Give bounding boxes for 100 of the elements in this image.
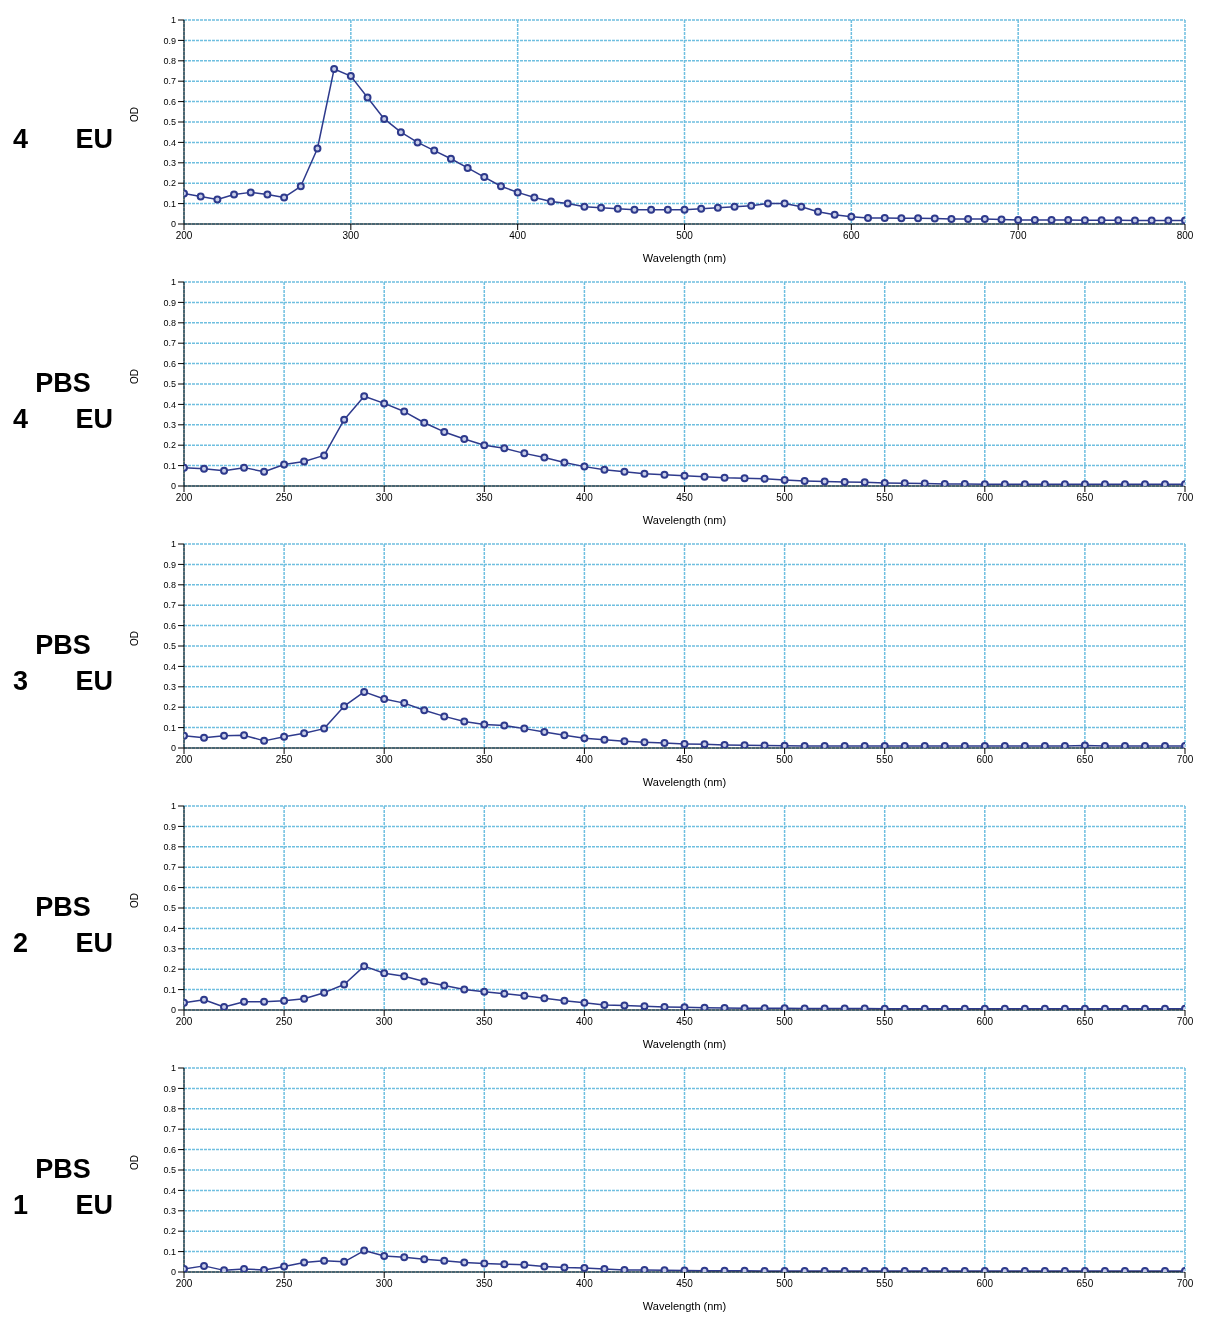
y-tick-label: 1 <box>170 1063 176 1074</box>
x-tick-label: 300 <box>375 1278 393 1290</box>
point <box>900 479 909 486</box>
point <box>840 477 849 486</box>
point <box>660 470 669 479</box>
x-tick-label: 300 <box>375 492 393 504</box>
y-tick-label: 0.1 <box>163 198 176 209</box>
y-tick-label: 0.9 <box>163 559 176 570</box>
y-tick-label: 0.5 <box>163 117 176 128</box>
point <box>800 476 809 485</box>
point <box>460 435 469 444</box>
text: PBS 2 EU <box>12 891 114 960</box>
point <box>200 464 209 473</box>
x-tick-label: 550 <box>876 754 894 766</box>
x-tick-label: 500 <box>776 754 794 766</box>
text: PBS 4 EU <box>12 367 114 436</box>
point <box>280 460 289 469</box>
x-axis-title: Wavelength (nm) <box>642 514 727 526</box>
x-tick-label: 250 <box>275 492 293 504</box>
point <box>480 441 489 450</box>
point <box>560 458 569 467</box>
y-tick-label: 0.8 <box>163 579 176 590</box>
y-tick-label: 0.8 <box>163 55 176 66</box>
x-tick-label: 650 <box>1076 492 1094 504</box>
point <box>440 427 449 436</box>
point <box>420 418 429 427</box>
y-tick-label: 0.8 <box>163 317 176 328</box>
point <box>400 407 409 416</box>
x-tick-label: 600 <box>842 230 861 242</box>
y-tick-label: 1 <box>170 539 176 550</box>
y-tick-label: 0.6 <box>163 620 176 631</box>
y-axis-title: OD <box>128 369 140 384</box>
y-tick-label: 0.4 <box>163 661 176 672</box>
y-tick-label: 0.7 <box>163 600 176 611</box>
point <box>960 479 969 486</box>
x-tick-label: 450 <box>676 1016 694 1028</box>
point <box>240 463 249 472</box>
text: PBS 1 EU <box>12 1153 114 1222</box>
y-tick-label: 0.2 <box>163 178 176 189</box>
y-tick-label: 0.3 <box>163 681 176 692</box>
x-tick-label: 650 <box>1076 1278 1094 1290</box>
x-tick-label: 500 <box>676 230 694 242</box>
y-tick-label: 0.2 <box>163 964 176 975</box>
x-tick-label: 400 <box>576 754 594 766</box>
point <box>760 474 769 483</box>
y-tick-label: 0.2 <box>163 1226 176 1237</box>
y-tick-label: 0.5 <box>163 1165 176 1176</box>
y-tick-label: 0.4 <box>163 137 176 148</box>
point <box>260 467 269 476</box>
y-tick-label: 0.6 <box>163 358 176 369</box>
x-tick-label: 600 <box>976 492 994 504</box>
y-axis-title: OD <box>128 893 140 908</box>
point <box>540 453 549 462</box>
y-axis-title: OD <box>128 631 140 646</box>
x-tick-label: 600 <box>976 1278 994 1290</box>
point <box>300 457 309 466</box>
point <box>340 415 349 424</box>
y-tick-label: 1 <box>170 277 176 288</box>
y-tick-label: 0.8 <box>163 841 176 852</box>
y-tick-label: 0.3 <box>163 158 176 168</box>
x-tick-label: 550 <box>876 492 894 504</box>
y-tick-label: 0.7 <box>163 76 176 87</box>
x-tick-label: 300 <box>342 230 360 242</box>
point <box>920 479 929 486</box>
x-tick-label: 300 <box>375 1016 393 1028</box>
point <box>680 471 689 480</box>
x-tick-label: 700 <box>1176 492 1194 504</box>
x-tick-label: 450 <box>676 492 694 504</box>
x-tick-label: 250 <box>275 1278 293 1290</box>
text: 4 EU <box>12 123 114 156</box>
y-tick-label: 1 <box>170 15 176 26</box>
y-axis-title: OD <box>128 1155 140 1170</box>
y-tick-label: 0.9 <box>163 821 176 832</box>
y-tick-label: 0.7 <box>163 862 176 873</box>
y-tick-label: 0.1 <box>163 984 176 995</box>
x-tick-label: 200 <box>175 1278 193 1290</box>
text: PBS 3 EU <box>12 629 114 698</box>
x-axis-title: Wavelength (nm) <box>642 776 727 788</box>
point <box>220 466 229 475</box>
y-tick-label: 0.5 <box>163 641 176 652</box>
x-tick-label: 400 <box>576 492 594 504</box>
y-tick-label: 0 <box>170 1267 176 1278</box>
x-tick-label: 400 <box>576 1016 594 1028</box>
x-tick-label: 350 <box>475 492 494 504</box>
y-tick-label: 0.4 <box>163 923 176 934</box>
x-tick-label: 600 <box>976 1016 994 1028</box>
point <box>520 449 529 458</box>
y-tick-label: 0.5 <box>163 903 176 914</box>
x-axis-title: Wavelength (nm) <box>642 1300 727 1312</box>
x-tick-label: 400 <box>509 230 527 242</box>
x-tick-label: 450 <box>676 754 694 766</box>
y-tick-label: 0.8 <box>163 1103 176 1114</box>
y-tick-label: 0.1 <box>163 460 176 471</box>
x-tick-label: 350 <box>475 754 494 766</box>
point <box>380 399 389 408</box>
x-tick-label: 400 <box>576 1278 594 1290</box>
x-tick-label: 500 <box>776 492 794 504</box>
y-tick-label: 0.6 <box>163 1144 176 1155</box>
point <box>740 474 749 483</box>
point <box>580 462 589 471</box>
